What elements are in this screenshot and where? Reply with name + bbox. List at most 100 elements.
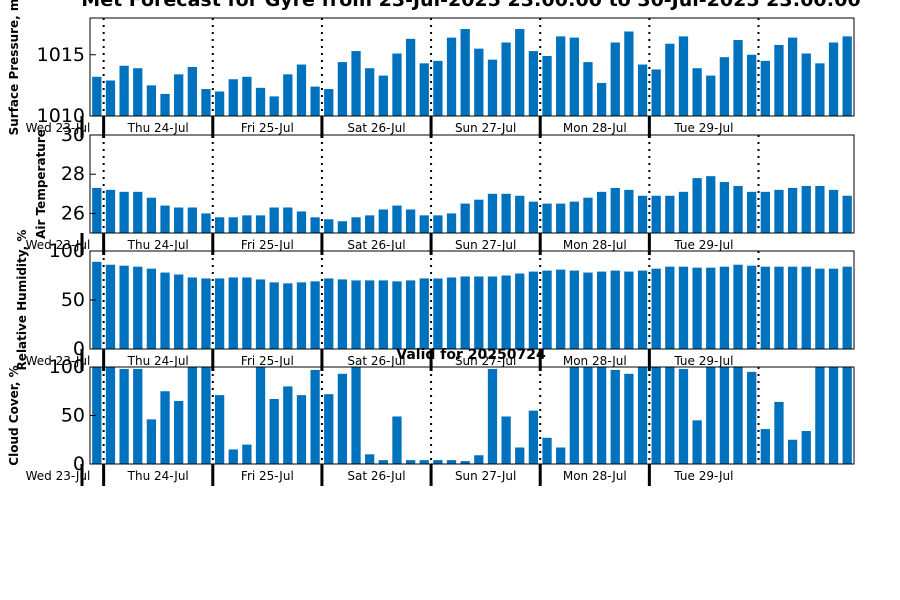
bar bbox=[187, 367, 197, 464]
bar bbox=[487, 368, 498, 464]
bar bbox=[324, 89, 334, 116]
bar bbox=[378, 75, 388, 116]
bar bbox=[269, 399, 279, 464]
bar bbox=[637, 367, 648, 464]
bar bbox=[242, 444, 252, 464]
x-day-label: Wed 23-Jul bbox=[26, 469, 91, 483]
x-day-label: Sat 26-Jul bbox=[347, 354, 405, 368]
bar bbox=[255, 87, 266, 116]
bar bbox=[433, 215, 443, 233]
bar bbox=[678, 191, 689, 233]
bar bbox=[214, 395, 225, 464]
bar bbox=[392, 281, 402, 349]
bar bbox=[228, 449, 238, 464]
chart-panel-1: 1010 1015 Surface Pressure, m Wed 23-Jul Thu… bbox=[7, 0, 855, 138]
bar bbox=[569, 270, 579, 349]
bar bbox=[801, 185, 811, 233]
bar bbox=[351, 367, 361, 464]
y-tick-label: 50 bbox=[61, 405, 85, 427]
bar bbox=[337, 221, 348, 233]
bar bbox=[528, 271, 539, 349]
bar bbox=[610, 187, 620, 233]
bar bbox=[446, 213, 457, 233]
bar bbox=[460, 203, 470, 233]
bar bbox=[392, 416, 402, 464]
bar bbox=[815, 63, 825, 116]
x-day-label: Mon 28-Jul bbox=[563, 469, 627, 483]
bar bbox=[651, 195, 661, 233]
bar bbox=[460, 29, 470, 116]
bar bbox=[283, 283, 293, 349]
x-day-label: Thu 24-Jul bbox=[127, 238, 189, 252]
bar bbox=[283, 74, 293, 116]
bar bbox=[92, 261, 102, 349]
bar bbox=[255, 215, 266, 233]
bar bbox=[637, 195, 648, 233]
bar bbox=[760, 429, 770, 464]
bar bbox=[446, 460, 457, 464]
y-axis-label: Surface Pressure, m bbox=[7, 0, 21, 135]
x-day-label: Sun 27-Jul bbox=[455, 469, 516, 483]
bar bbox=[337, 62, 348, 116]
bar bbox=[706, 267, 716, 349]
bar bbox=[747, 265, 757, 349]
bar bbox=[419, 215, 429, 233]
bar bbox=[187, 207, 197, 233]
x-day-label: Wed 23-Jul bbox=[26, 354, 91, 368]
x-day-label: Thu 24-Jul bbox=[127, 354, 189, 368]
bar bbox=[692, 420, 702, 464]
bar bbox=[747, 54, 757, 116]
bar bbox=[487, 193, 498, 233]
bar bbox=[310, 369, 320, 464]
bar bbox=[692, 68, 702, 116]
bar bbox=[583, 197, 593, 233]
y-tick-label: 100 bbox=[49, 240, 85, 262]
bar bbox=[174, 74, 184, 116]
bar bbox=[460, 276, 470, 349]
bar bbox=[760, 60, 770, 117]
bar bbox=[133, 191, 143, 233]
bar bbox=[460, 461, 470, 464]
bar bbox=[392, 205, 402, 233]
bar bbox=[542, 203, 552, 233]
x-day-label: Sun 27-Jul bbox=[455, 354, 516, 368]
x-day-label: Mon 28-Jul bbox=[563, 354, 627, 368]
bar bbox=[556, 203, 566, 233]
bar bbox=[665, 195, 675, 233]
bar bbox=[678, 368, 689, 464]
bar bbox=[542, 270, 552, 349]
bar bbox=[501, 42, 511, 116]
bar bbox=[269, 207, 279, 233]
y-tick-label: 1015 bbox=[37, 44, 85, 66]
bar bbox=[665, 367, 675, 464]
x-day-label: Tue 29-Jul bbox=[673, 121, 733, 135]
bar bbox=[678, 36, 689, 117]
bar bbox=[201, 89, 211, 116]
bar bbox=[105, 189, 116, 233]
bar bbox=[501, 193, 511, 233]
bar bbox=[119, 65, 129, 116]
y-tick-label: 30 bbox=[61, 124, 85, 146]
bar bbox=[815, 367, 825, 464]
bar bbox=[378, 209, 388, 233]
bar bbox=[528, 410, 539, 464]
bar bbox=[747, 191, 757, 233]
x-day-label: Sat 26-Jul bbox=[347, 238, 405, 252]
bar bbox=[255, 367, 266, 464]
bar bbox=[556, 269, 566, 349]
bar bbox=[828, 42, 839, 116]
y-axis-label: Relative Humidity, % bbox=[15, 230, 29, 371]
bar bbox=[474, 48, 484, 117]
bar bbox=[651, 367, 661, 464]
bar bbox=[842, 367, 852, 464]
bar bbox=[569, 37, 579, 116]
bar bbox=[610, 369, 620, 464]
bar bbox=[842, 195, 852, 233]
bar bbox=[787, 37, 798, 116]
bar bbox=[542, 55, 552, 116]
bar bbox=[596, 191, 607, 233]
bar bbox=[678, 266, 689, 349]
y-axis-label: Cloud Cover, % bbox=[7, 365, 21, 465]
bar bbox=[706, 75, 716, 116]
